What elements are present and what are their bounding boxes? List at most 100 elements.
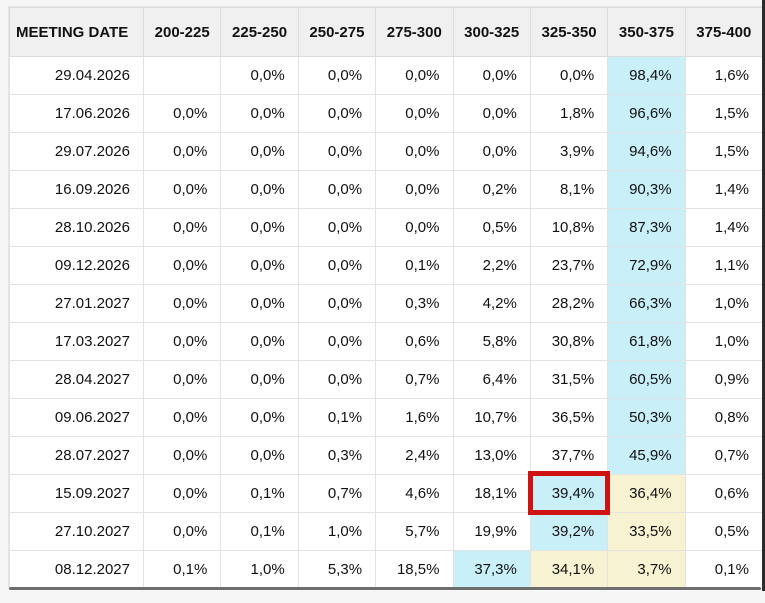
probability-cell: 0,0% (529, 56, 609, 95)
probability-cell: 94,6% (607, 132, 686, 171)
probability-cell: 5,8% (452, 322, 531, 361)
column-header-rate-range: 350-375 (607, 7, 686, 57)
probability-cell: 3,7% (607, 550, 686, 589)
probability-cell: 0,5% (684, 512, 764, 551)
table-row: 27.01.2027 0,0% 0,0% 0,0% 0,3% 4,2% 28,2% 66,3%… (9, 284, 764, 323)
probability-cell: 0,0% (297, 322, 377, 361)
probability-cell: 1,0% (684, 284, 764, 323)
probability-cell: 0,0% (220, 246, 299, 285)
meeting-date-cell: 27.01.2027 (9, 284, 144, 323)
probability-cell: 0,0% (142, 170, 222, 209)
probability-cell: 0,0% (297, 208, 377, 247)
probability-cell: 18,1% (452, 474, 531, 513)
probability-cell: 72,9% (607, 246, 686, 285)
table-row: 09.12.2026 0,0% 0,0% 0,0% 0,1% 2,2% 23,7% 72,9%… (9, 246, 764, 285)
table-row: 29.04.2026 0,0% 0,0% 0,0% 0,0% 0,0% 98,4% 1,6% (9, 56, 764, 95)
table-row: 17.06.2026 0,0% 0,0% 0,0% 0,0% 0,0% 1,8% 96,6% 1… (9, 94, 764, 133)
probability-cell: 0,0% (375, 170, 454, 209)
table-row: 28.04.2027 0,0% 0,0% 0,0% 0,7% 6,4% 31,5% 60,5%… (9, 360, 764, 399)
probability-cell: 0,0% (142, 132, 222, 171)
meeting-date-cell: 09.06.2027 (9, 398, 144, 437)
probability-cell: 0,0% (220, 360, 299, 399)
probability-cell: 0,0% (452, 56, 531, 95)
probability-cell: 2,2% (452, 246, 531, 285)
probability-cell: 98,4% (607, 56, 686, 95)
probability-cell: 0,7% (375, 360, 454, 399)
probability-cell: 0,0% (142, 94, 222, 133)
probability-cell: 0,0% (220, 436, 299, 475)
probability-cell (142, 56, 222, 95)
probability-cell: 0,0% (220, 132, 299, 171)
probability-cell: 0,0% (142, 284, 222, 323)
table-row: 15.09.2027 0,0% 0,1% 0,7% 4,6% 18,1% 39,4% 36,4… (9, 471, 764, 516)
probability-cell: 0,3% (375, 284, 454, 323)
probability-cell: 0,1% (297, 398, 377, 437)
probability-cell: 0,0% (142, 360, 222, 399)
probability-cell: 0,0% (220, 56, 299, 95)
probability-cell: 0,0% (220, 94, 299, 133)
probability-cell: 6,4% (452, 360, 531, 399)
probability-cell: 0,0% (142, 322, 222, 361)
probability-cell: 3,9% (529, 132, 609, 171)
probability-cell: 39,2% (529, 512, 609, 551)
probability-cell: 1,5% (684, 94, 764, 133)
table-body: 29.04.2026 0,0% 0,0% 0,0% 0,0% 0,0% 98,4% 1,6% 1… (9, 56, 764, 589)
column-header-rate-range: 200-225 (142, 7, 222, 57)
meeting-date-cell: 28.10.2026 (9, 208, 144, 247)
probability-cell: 0,1% (375, 246, 454, 285)
probability-cell: 19,9% (452, 512, 531, 551)
probability-cell: 0,0% (375, 56, 454, 95)
probability-cell: 0,0% (142, 512, 222, 551)
probability-cell: 0,0% (142, 246, 222, 285)
table-row: 09.06.2027 0,0% 0,0% 0,1% 1,6% 10,7% 36,5% 50,3… (9, 398, 764, 437)
probability-cell: 61,8% (607, 322, 686, 361)
table-row: 29.07.2026 0,0% 0,0% 0,0% 0,0% 0,0% 3,9% 94,6% 1… (9, 132, 764, 171)
probability-cell: 1,0% (297, 512, 377, 551)
probability-cell: 0,0% (220, 398, 299, 437)
meeting-date-cell: 17.03.2027 (9, 322, 144, 361)
probability-cell: 0,0% (375, 208, 454, 247)
column-header-meeting-date: MEETING DATE (9, 7, 144, 57)
probability-cell: 90,3% (607, 170, 686, 209)
probability-cell: 0,0% (220, 208, 299, 247)
probability-cell: 0,0% (297, 132, 377, 171)
column-header-rate-range: 375-400 (684, 7, 764, 57)
probability-cell: 37,3% (452, 550, 531, 589)
meeting-date-cell: 17.06.2026 (9, 94, 144, 133)
column-header-rate-range: 250-275 (297, 7, 377, 57)
probability-cell: 0,0% (297, 56, 377, 95)
probability-cell: 96,6% (607, 94, 686, 133)
probability-cell: 0,9% (684, 360, 764, 399)
probability-cell: 36,5% (529, 398, 609, 437)
probability-cell: 2,4% (375, 436, 454, 475)
probability-cell: 0,0% (297, 284, 377, 323)
highlighted-probability-cell: 39,4% (528, 471, 612, 516)
probability-cell: 30,8% (529, 322, 609, 361)
probability-cell: 1,0% (684, 322, 764, 361)
meeting-date-cell: 15.09.2027 (9, 474, 144, 513)
probability-cell: 0,1% (220, 474, 299, 513)
probability-cell: 0,0% (297, 246, 377, 285)
probability-cell: 0,1% (684, 550, 764, 589)
probability-cell: 1,1% (684, 246, 764, 285)
table-row: 16.09.2026 0,0% 0,0% 0,0% 0,0% 0,2% 8,1% 90,3% 1… (9, 170, 764, 209)
meeting-date-cell: 28.04.2027 (9, 360, 144, 399)
table-row: 28.07.2027 0,0% 0,0% 0,3% 2,4% 13,0% 37,7% 45,9… (9, 436, 764, 475)
probability-cell: 10,8% (529, 208, 609, 247)
probability-cell: 0,1% (142, 550, 222, 589)
probability-cell: 0,0% (297, 360, 377, 399)
probability-cell: 0,0% (220, 284, 299, 323)
probability-cell: 34,1% (529, 550, 609, 589)
probability-cell: 1,8% (529, 94, 609, 133)
probability-cell: 0,0% (452, 132, 531, 171)
probability-cell: 0,0% (375, 132, 454, 171)
column-header-rate-range: 300-325 (452, 7, 531, 57)
table-header-row: MEETING DATE 200-225 225-250 250-275 275-30… (9, 7, 764, 57)
probability-cell: 45,9% (607, 436, 686, 475)
probability-cell: 28,2% (529, 284, 609, 323)
probability-cell: 18,5% (375, 550, 454, 589)
probability-cell: 23,7% (529, 246, 609, 285)
probability-cell: 0,1% (220, 512, 299, 551)
meeting-date-cell: 27.10.2027 (9, 512, 144, 551)
meeting-date-cell: 09.12.2026 (9, 246, 144, 285)
